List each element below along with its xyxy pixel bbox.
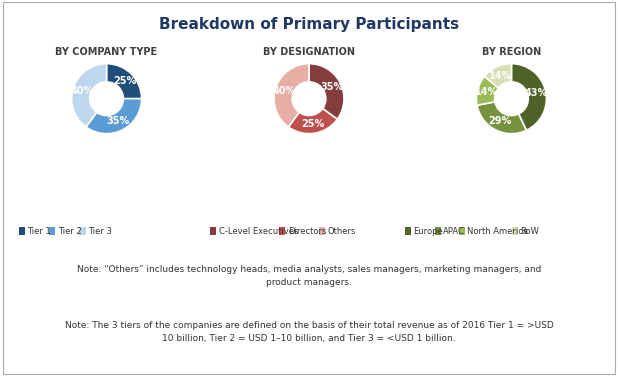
Text: Breakdown of Primary Participants: Breakdown of Primary Participants [159,17,459,32]
Text: Note: The 3 tiers of the companies are defined on the basis of their total reven: Note: The 3 tiers of the companies are d… [65,321,553,343]
Wedge shape [477,102,527,134]
Text: 14%: 14% [475,87,498,97]
Wedge shape [72,64,106,127]
Wedge shape [476,76,499,105]
Text: North America: North America [467,227,528,236]
Wedge shape [106,64,142,99]
Title: BY COMPANY TYPE: BY COMPANY TYPE [56,47,158,57]
Text: 29%: 29% [488,117,512,126]
Title: BY REGION: BY REGION [482,47,541,57]
Text: 43%: 43% [525,88,548,98]
Text: Directors: Directors [288,227,326,236]
Text: Note: “Others” includes technology heads, media analysts, sales managers, market: Note: “Others” includes technology heads… [77,265,541,287]
Text: Others: Others [328,227,356,236]
Text: APAC: APAC [443,227,465,236]
Wedge shape [274,64,309,127]
Text: 35%: 35% [106,117,130,126]
Text: RoW: RoW [520,227,539,236]
Text: Tier 2: Tier 2 [57,227,82,236]
Wedge shape [485,64,512,88]
Text: Tier 3: Tier 3 [88,227,112,236]
Text: 35%: 35% [320,82,344,92]
Text: 14%: 14% [489,71,512,80]
Text: Europe: Europe [413,227,442,236]
Wedge shape [309,64,344,119]
Text: 25%: 25% [302,119,324,129]
Text: C-Level Executives: C-Level Executives [219,227,298,236]
Text: 25%: 25% [113,76,136,86]
Wedge shape [289,109,337,134]
Wedge shape [512,64,546,130]
Text: Tier 1: Tier 1 [27,227,51,236]
Title: BY DESIGNATION: BY DESIGNATION [263,47,355,57]
Text: 40%: 40% [70,86,94,96]
Wedge shape [86,99,142,134]
Text: 40%: 40% [273,86,296,96]
